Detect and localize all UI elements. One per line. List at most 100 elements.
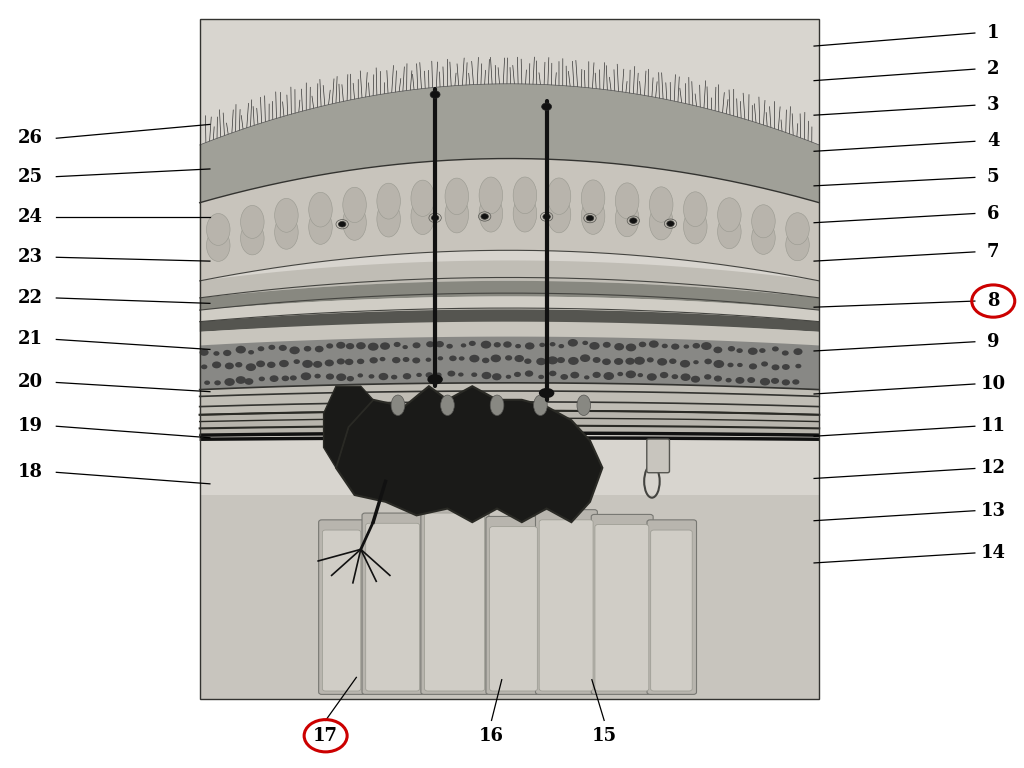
FancyBboxPatch shape [425, 513, 484, 691]
Ellipse shape [411, 180, 434, 217]
Circle shape [567, 339, 578, 346]
Circle shape [325, 359, 334, 366]
Circle shape [482, 358, 489, 363]
Circle shape [294, 359, 300, 364]
Circle shape [391, 375, 397, 379]
Circle shape [370, 357, 378, 363]
Circle shape [781, 379, 790, 386]
Circle shape [542, 103, 552, 111]
Ellipse shape [649, 204, 673, 240]
Circle shape [327, 343, 333, 349]
Ellipse shape [539, 388, 554, 398]
Circle shape [749, 363, 757, 369]
Text: 10: 10 [981, 375, 1006, 393]
Circle shape [540, 343, 545, 347]
Circle shape [626, 370, 636, 379]
Text: 12: 12 [981, 459, 1006, 478]
Circle shape [461, 343, 466, 347]
Circle shape [256, 360, 265, 367]
FancyBboxPatch shape [647, 439, 670, 473]
Circle shape [290, 376, 297, 381]
Ellipse shape [479, 195, 503, 232]
Circle shape [701, 342, 712, 350]
Ellipse shape [615, 200, 639, 237]
Circle shape [772, 346, 779, 352]
Circle shape [402, 345, 408, 349]
Circle shape [760, 378, 770, 386]
Circle shape [302, 360, 313, 368]
Circle shape [714, 376, 722, 382]
Text: 13: 13 [981, 502, 1006, 520]
Circle shape [469, 355, 479, 362]
Circle shape [647, 373, 656, 381]
Circle shape [267, 362, 275, 368]
Ellipse shape [513, 177, 537, 214]
Ellipse shape [377, 184, 400, 219]
Circle shape [543, 214, 550, 220]
Text: 7: 7 [987, 243, 999, 261]
Ellipse shape [207, 230, 230, 261]
Circle shape [692, 343, 700, 349]
Polygon shape [336, 386, 602, 522]
Circle shape [568, 357, 579, 365]
Circle shape [450, 356, 457, 361]
Circle shape [426, 341, 434, 347]
Circle shape [714, 360, 724, 368]
Circle shape [727, 362, 733, 367]
Polygon shape [200, 281, 819, 310]
Circle shape [357, 359, 365, 364]
Circle shape [369, 374, 375, 379]
Circle shape [634, 356, 645, 365]
FancyBboxPatch shape [366, 523, 420, 691]
Circle shape [759, 348, 766, 353]
Circle shape [458, 372, 464, 376]
Circle shape [705, 374, 712, 379]
Circle shape [223, 350, 231, 356]
Circle shape [380, 343, 390, 349]
Circle shape [494, 342, 501, 347]
Circle shape [659, 372, 669, 378]
FancyBboxPatch shape [421, 503, 489, 694]
Ellipse shape [445, 197, 469, 233]
FancyBboxPatch shape [591, 515, 653, 694]
Circle shape [304, 346, 311, 352]
Circle shape [603, 372, 614, 380]
Circle shape [345, 359, 353, 365]
Circle shape [245, 378, 253, 385]
Text: 24: 24 [18, 207, 43, 226]
Ellipse shape [582, 180, 605, 217]
Circle shape [691, 376, 700, 382]
Circle shape [560, 374, 568, 380]
Circle shape [782, 364, 790, 370]
Circle shape [587, 215, 594, 221]
FancyBboxPatch shape [540, 520, 593, 691]
Circle shape [630, 218, 637, 223]
Circle shape [204, 380, 210, 385]
Circle shape [246, 363, 256, 371]
Circle shape [392, 357, 400, 363]
FancyBboxPatch shape [489, 527, 538, 691]
Circle shape [617, 372, 624, 376]
Circle shape [212, 362, 221, 369]
Circle shape [558, 344, 564, 348]
Ellipse shape [308, 210, 332, 244]
Circle shape [728, 346, 735, 352]
Ellipse shape [391, 395, 404, 415]
Circle shape [505, 355, 512, 360]
Text: 8: 8 [987, 292, 999, 310]
Ellipse shape [207, 214, 230, 246]
FancyBboxPatch shape [595, 525, 649, 691]
Circle shape [480, 341, 492, 349]
Circle shape [771, 378, 779, 384]
Circle shape [735, 377, 744, 384]
Circle shape [236, 376, 246, 384]
Circle shape [357, 373, 364, 378]
Circle shape [693, 360, 698, 364]
Circle shape [446, 344, 453, 349]
Circle shape [301, 372, 311, 380]
Ellipse shape [577, 395, 591, 415]
Circle shape [515, 344, 521, 349]
Circle shape [647, 357, 653, 362]
Circle shape [614, 358, 624, 365]
Circle shape [492, 373, 502, 380]
